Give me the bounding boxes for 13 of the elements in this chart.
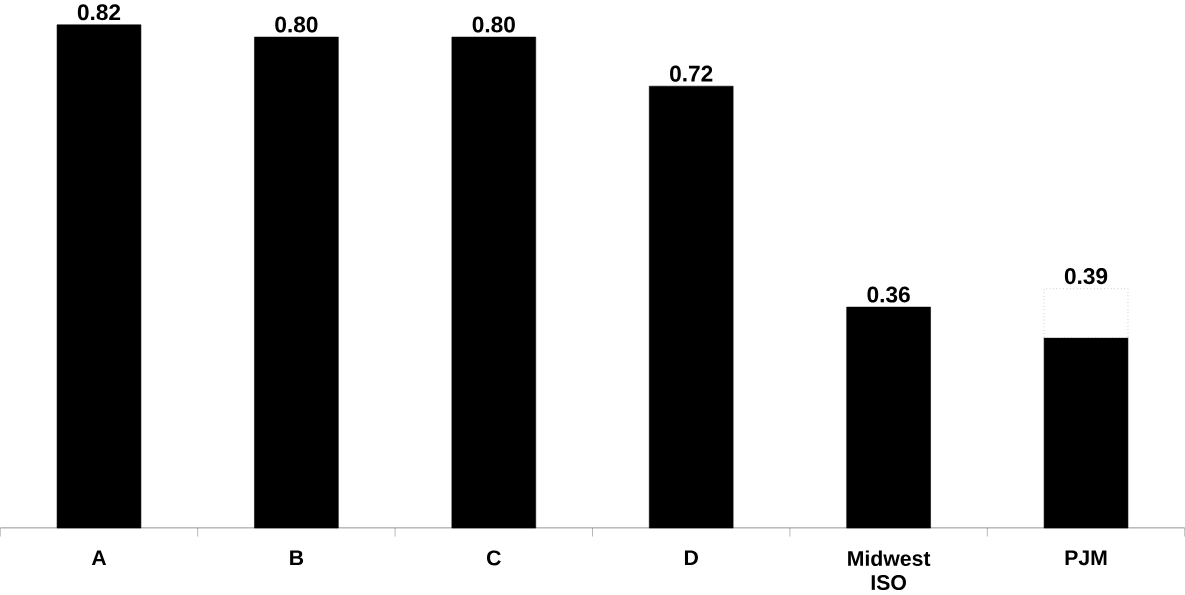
x-tick-label: PJM xyxy=(1065,550,1107,566)
x-tick-label: Midwest ISO xyxy=(848,550,931,591)
bar xyxy=(1043,288,1129,339)
total-label: 0.39 xyxy=(1064,268,1108,285)
x-tick-label: A xyxy=(91,550,107,566)
data-label: 0.80 xyxy=(275,16,318,33)
data-label: 0.72 xyxy=(670,65,713,82)
data-label: 0.80 xyxy=(472,16,515,33)
x-tick-label: C xyxy=(487,550,501,566)
x-tick-label: D xyxy=(684,550,698,566)
data-label: 0.82 xyxy=(77,4,121,21)
x-tick-label: B xyxy=(290,550,304,566)
data-label: 0.36 xyxy=(867,286,910,303)
